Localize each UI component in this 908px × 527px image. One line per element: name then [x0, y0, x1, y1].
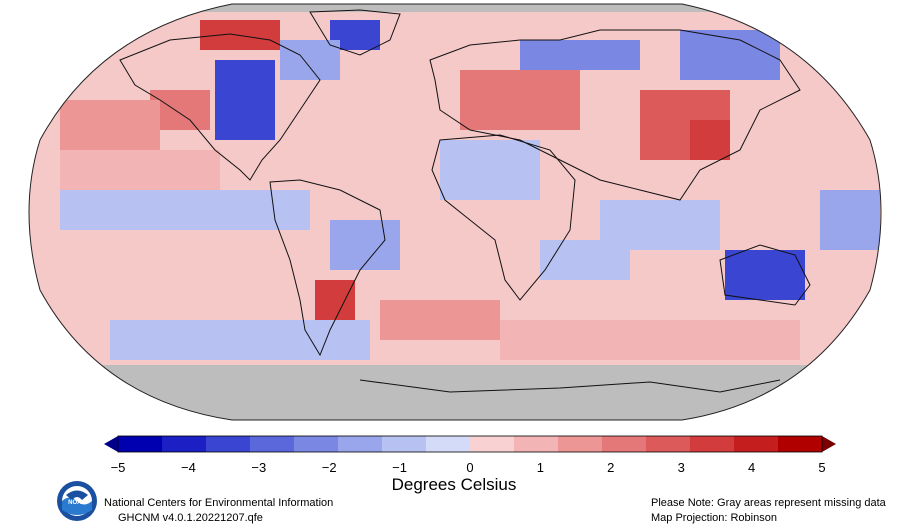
anomaly-cell: [460, 70, 580, 130]
colorbar-cell: [426, 436, 471, 452]
footer-notes: Please Note: Gray areas represent missin…: [651, 496, 886, 526]
org-name: National Centers for Environmental Infor…: [104, 497, 334, 509]
footer-attribution: National Centers for Environmental Infor…: [104, 496, 333, 526]
dataset-version: GHCNM v4.0.1.20221207.qfe: [118, 512, 263, 524]
colorbar-tick-label: −2: [321, 460, 337, 475]
colorbar-tick-label: −3: [251, 460, 267, 475]
anomaly-cell: [60, 150, 220, 190]
anomaly-cell: [110, 320, 370, 360]
anomaly-cell: [330, 220, 400, 270]
anomaly-cell: [680, 30, 780, 80]
colorbar-cell: [206, 436, 251, 452]
anomaly-map: [28, 3, 882, 421]
anomaly-cell: [60, 190, 310, 230]
colorbar-cell: [294, 436, 339, 452]
colorbar-cell: [514, 436, 559, 452]
colorbar-cell: [558, 436, 603, 452]
anomaly-cell: [60, 100, 160, 150]
colorbar-cell: [162, 436, 207, 452]
anomaly-cell: [725, 250, 805, 300]
anomaly-cell: [520, 40, 640, 70]
colorbar-cell: [118, 436, 163, 452]
anomaly-cell: [215, 60, 275, 140]
anomaly-cell: [500, 320, 800, 360]
colorbar-cell: [646, 436, 691, 452]
colorbar-over-arrow: [822, 436, 836, 452]
anomaly-cell: [820, 190, 880, 250]
colorbar-tick-label: 3: [677, 460, 685, 475]
colorbar-cell: [382, 436, 427, 452]
colorbar-tick-label: 2: [607, 460, 615, 475]
colorbar-cell: [470, 436, 515, 452]
coastlines: [119, 9, 811, 393]
anomaly-field: [29, 4, 881, 420]
anomaly-cell: [440, 140, 540, 200]
colorbar-under-arrow: [104, 436, 118, 452]
projection-note: Map Projection: Robinson: [651, 512, 777, 524]
anomaly-cell: [280, 40, 340, 80]
colorbar-tick-label: −5: [110, 460, 126, 475]
colorbar-tick-label: 5: [818, 460, 826, 475]
colorbar-tick-label: −1: [392, 460, 408, 475]
colorbar-tick-label: −4: [180, 460, 196, 475]
colorbar-cell: [338, 436, 383, 452]
colorbar-tick-label: 0: [466, 460, 474, 475]
anomaly-cell: [380, 300, 500, 340]
anomaly-cell: [690, 120, 730, 160]
colorbar-tick-label: 1: [536, 460, 545, 475]
svg-text:NOAA: NOAA: [68, 500, 86, 506]
colorbar-cell: [778, 436, 823, 452]
colorbar: [104, 435, 836, 453]
colorbar-cell: [602, 436, 647, 452]
anomaly-cells: [60, 20, 880, 360]
colorbar-cell: [734, 436, 779, 452]
anomaly-cell: [540, 240, 630, 280]
missing-data-note: Please Note: Gray areas represent missin…: [651, 497, 886, 509]
colorbar-cell: [690, 436, 735, 452]
colorbar-title: Degrees Celsius: [391, 475, 517, 494]
noaa-logo-icon: NOAA: [57, 481, 97, 521]
colorbar-tick-label: 4: [747, 460, 756, 475]
colorbar-cell: [250, 436, 295, 452]
